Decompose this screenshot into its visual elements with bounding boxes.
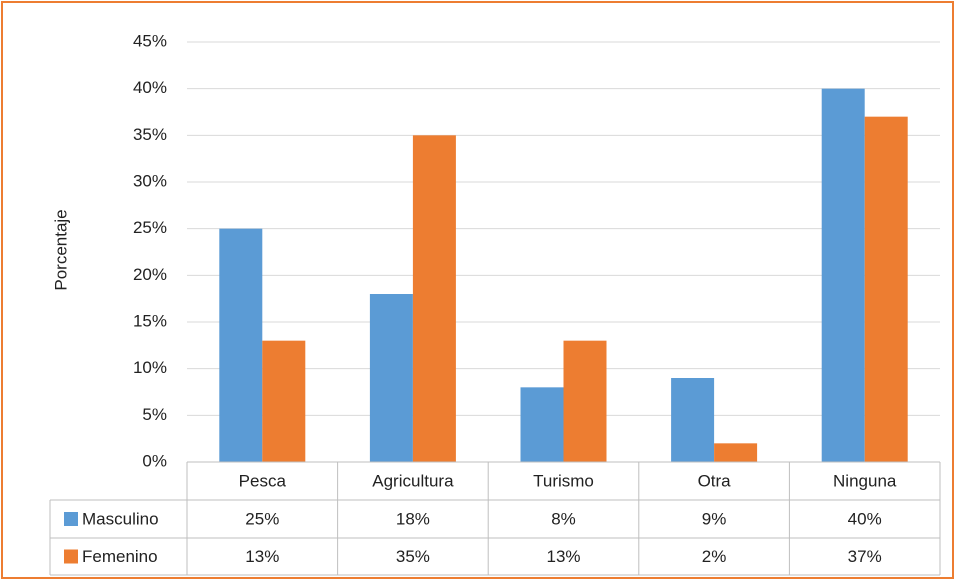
y-tick-label: 5%	[142, 405, 167, 424]
bar	[219, 228, 263, 462]
table-value: 40%	[848, 509, 882, 528]
legend-key	[64, 512, 78, 526]
y-axis-label: Porcentaje	[51, 209, 70, 290]
table-value: 8%	[551, 509, 576, 528]
x-tick-label: Agricultura	[372, 471, 454, 490]
legend-label: Femenino	[82, 547, 158, 566]
y-tick-label: 0%	[142, 451, 167, 470]
bar	[520, 387, 564, 462]
table-value: 9%	[702, 509, 727, 528]
bar	[412, 135, 456, 463]
bar	[864, 116, 908, 463]
bar	[821, 88, 865, 463]
table-value: 37%	[848, 547, 882, 566]
x-tick-label: Turismo	[533, 471, 594, 490]
y-tick-label: 40%	[133, 78, 167, 97]
x-tick-label: Ninguna	[833, 471, 897, 490]
bar	[563, 340, 607, 462]
legend-label: Masculino	[82, 509, 159, 528]
table-value: 18%	[396, 509, 430, 528]
bar	[671, 378, 715, 462]
table-value: 35%	[396, 547, 430, 566]
bar	[262, 340, 306, 462]
bar	[369, 294, 413, 462]
table-value: 13%	[245, 547, 279, 566]
y-tick-label: 25%	[133, 218, 167, 237]
table-value: 2%	[702, 547, 727, 566]
y-tick-label: 30%	[133, 171, 167, 190]
y-tick-label: 35%	[133, 125, 167, 144]
y-tick-label: 15%	[133, 311, 167, 330]
y-tick-label: 20%	[133, 265, 167, 284]
table-value: 25%	[245, 509, 279, 528]
y-tick-label: 10%	[133, 358, 167, 377]
x-tick-label: Pesca	[239, 471, 287, 490]
bar	[714, 443, 758, 462]
y-tick-label: 45%	[133, 31, 167, 50]
legend-key	[64, 549, 78, 564]
table-value: 13%	[546, 547, 580, 566]
x-tick-label: Otra	[698, 471, 732, 490]
